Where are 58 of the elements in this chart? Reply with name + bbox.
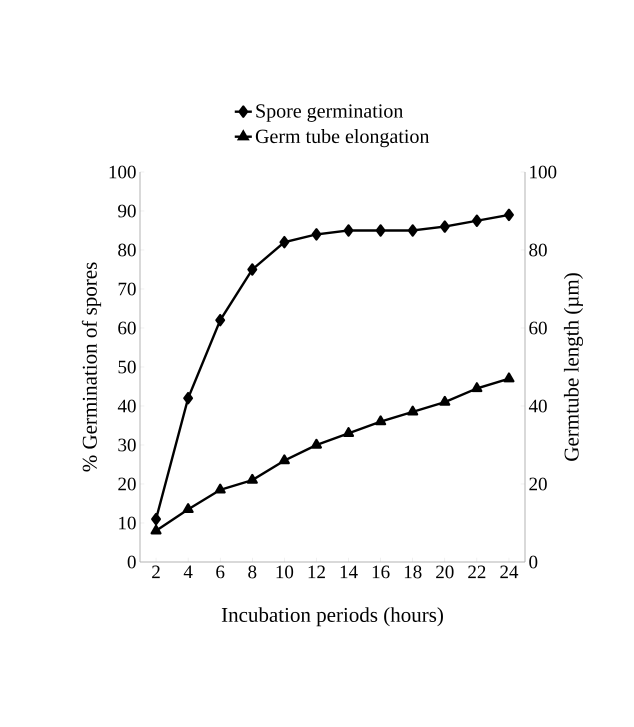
legend-label: Spore germination <box>256 104 404 122</box>
point <box>310 438 322 449</box>
y2-tick-label: 100 <box>530 166 556 178</box>
y-tick-label: 100 <box>110 166 136 178</box>
x-tick-label: 4 <box>184 566 193 578</box>
y-tick-label: 40 <box>118 400 136 412</box>
x-tick-label: 14 <box>340 566 358 578</box>
x-tick-label: 18 <box>404 566 422 578</box>
point <box>246 474 258 484</box>
x-axis-title: Incubation periods (hours) <box>222 607 443 626</box>
point <box>344 224 354 237</box>
y2-tick-label: 0 <box>529 556 538 568</box>
x-tick-label: 16 <box>372 566 390 578</box>
x-tick-label: 2 <box>152 566 160 578</box>
point <box>247 263 258 276</box>
y-tick-label: 10 <box>119 516 136 530</box>
x-tick-label: 6 <box>216 566 224 578</box>
x-tick-label: 8 <box>248 566 256 578</box>
point <box>150 524 162 534</box>
y2-tick-label: 40 <box>528 400 547 412</box>
point <box>407 406 418 416</box>
point <box>343 427 354 437</box>
point <box>214 484 226 494</box>
x-tick-label: 24 <box>500 566 518 578</box>
point <box>375 415 386 426</box>
y-tick-label: 60 <box>118 322 136 334</box>
y-tick-label: 50 <box>118 360 136 374</box>
y2-tick-label: 80 <box>529 244 547 256</box>
x-tick-label: 10 <box>276 566 294 578</box>
point <box>503 372 514 382</box>
y-tick-label: 70 <box>118 282 136 296</box>
legend-label: Germ tube elongation <box>256 129 430 148</box>
point <box>151 512 161 526</box>
point <box>471 382 482 392</box>
y-tick-label: 0 <box>128 556 136 568</box>
y2-tick-label: 20 <box>529 478 547 490</box>
point <box>183 392 194 404</box>
point <box>504 208 514 222</box>
point <box>376 224 386 237</box>
x-tick-label: 22 <box>468 566 486 578</box>
point <box>439 396 450 406</box>
point <box>472 214 482 227</box>
x-tick-label: 20 <box>436 566 454 578</box>
y2-axis-title: Germtube length (µm) <box>564 273 584 461</box>
point <box>278 454 290 464</box>
point <box>312 228 322 241</box>
y-axis-title: % Germination of spores <box>82 262 102 472</box>
y-tick-label: 80 <box>118 244 136 256</box>
point <box>440 220 450 233</box>
y-tick-label: 30 <box>118 438 136 452</box>
point <box>182 503 194 514</box>
point <box>279 236 290 248</box>
point <box>215 314 226 326</box>
x-tick-label: 12 <box>308 566 325 578</box>
y2-tick-label: 60 <box>529 322 547 334</box>
point <box>408 224 418 237</box>
y-tick-label: 90 <box>118 204 136 218</box>
y-tick-label: 20 <box>118 478 136 490</box>
